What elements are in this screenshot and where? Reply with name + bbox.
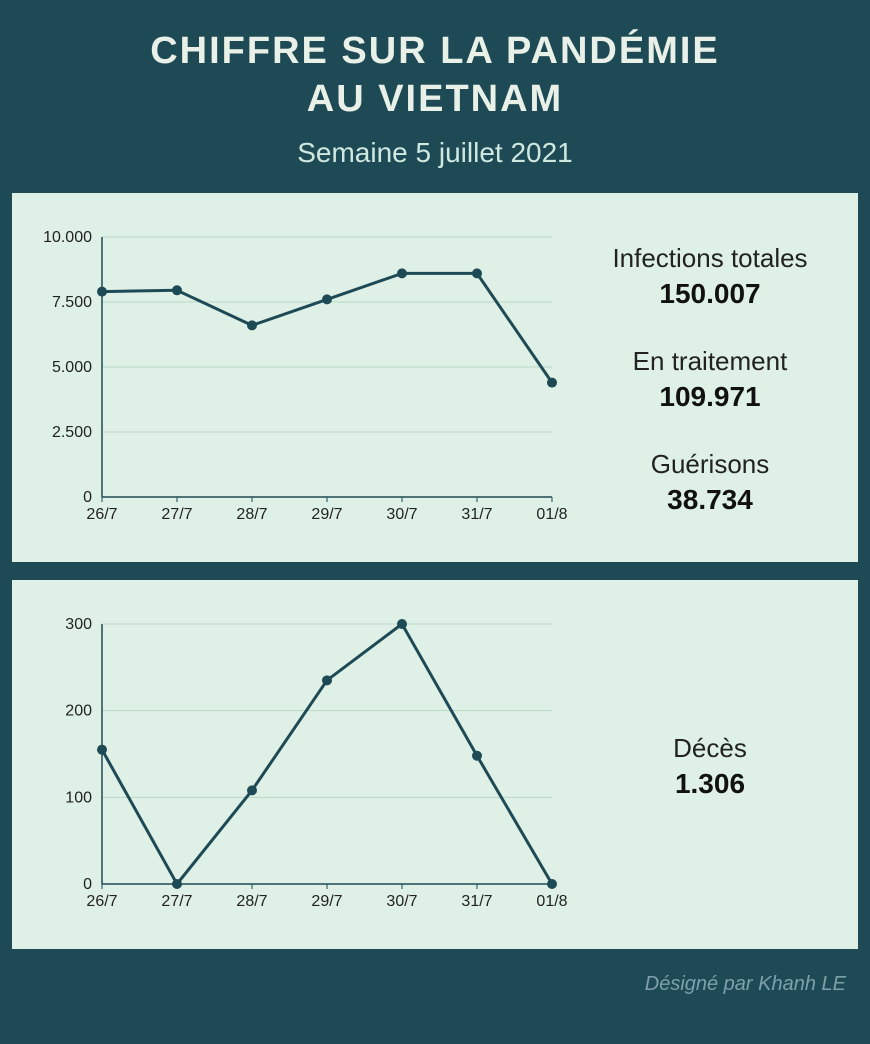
- footer-credit: Désigné par Khanh LE: [0, 967, 870, 996]
- svg-text:01/8: 01/8: [536, 506, 567, 523]
- stat-label: Décès: [582, 733, 838, 764]
- svg-text:7.500: 7.500: [52, 294, 92, 311]
- svg-text:5.000: 5.000: [52, 359, 92, 376]
- svg-text:31/7: 31/7: [461, 893, 492, 910]
- stat-label: En traitement: [582, 346, 838, 377]
- svg-text:27/7: 27/7: [161, 893, 192, 910]
- svg-text:300: 300: [65, 616, 92, 633]
- page-subtitle: Semaine 5 juillet 2021: [20, 137, 850, 169]
- stat-label: Guérisons: [582, 449, 838, 480]
- stat-guerisons: Guérisons 38.734: [582, 449, 838, 516]
- svg-text:28/7: 28/7: [236, 893, 267, 910]
- header: CHIFFRE SUR LA PANDÉMIE AU VIETNAM Semai…: [0, 0, 870, 193]
- infections-stats: Infections totales 150.007 En traitement…: [572, 243, 838, 516]
- svg-text:10.000: 10.000: [43, 229, 92, 246]
- infections-chart: 0 2.500 5.000 7.500 10.000 26/7 27/7 28/7 29/7 30…: [32, 217, 572, 542]
- stat-label: Infections totales: [582, 243, 838, 274]
- svg-text:30/7: 30/7: [386, 506, 417, 523]
- svg-text:28/7: 28/7: [236, 506, 267, 523]
- deaths-panel: 0 100 200 300 26/7 27/7 28/7 29/7 30/7 31/7 01/8 D…: [12, 580, 858, 949]
- svg-text:26/7: 26/7: [86, 506, 117, 523]
- title-line-2: AU VIETNAM: [307, 78, 563, 120]
- stat-value: 150.007: [582, 278, 838, 310]
- svg-text:29/7: 29/7: [311, 893, 342, 910]
- svg-text:2.500: 2.500: [52, 424, 92, 441]
- svg-text:27/7: 27/7: [161, 506, 192, 523]
- stat-value: 38.734: [582, 484, 838, 516]
- stat-infections-totales: Infections totales 150.007: [582, 243, 838, 310]
- svg-text:0: 0: [83, 489, 92, 506]
- svg-text:30/7: 30/7: [386, 893, 417, 910]
- infections-panel: 0 2.500 5.000 7.500 10.000 26/7 27/7 28/7 29/7 30…: [12, 193, 858, 562]
- title-line-1: CHIFFRE SUR LA PANDÉMIE: [150, 30, 720, 72]
- svg-text:0: 0: [83, 876, 92, 893]
- deaths-stats: Décès 1.306: [572, 733, 838, 800]
- stat-deces: Décès 1.306: [582, 733, 838, 800]
- stat-value: 109.971: [582, 381, 838, 413]
- svg-text:29/7: 29/7: [311, 506, 342, 523]
- page-title: CHIFFRE SUR LA PANDÉMIE AU VIETNAM: [20, 28, 850, 123]
- stat-value: 1.306: [582, 768, 838, 800]
- svg-text:100: 100: [65, 789, 92, 806]
- svg-text:200: 200: [65, 703, 92, 720]
- svg-text:31/7: 31/7: [461, 506, 492, 523]
- stat-en-traitement: En traitement 109.971: [582, 346, 838, 413]
- svg-text:26/7: 26/7: [86, 893, 117, 910]
- svg-text:01/8: 01/8: [536, 893, 567, 910]
- deaths-chart: 0 100 200 300 26/7 27/7 28/7 29/7 30/7 31/7 01/8: [32, 604, 572, 929]
